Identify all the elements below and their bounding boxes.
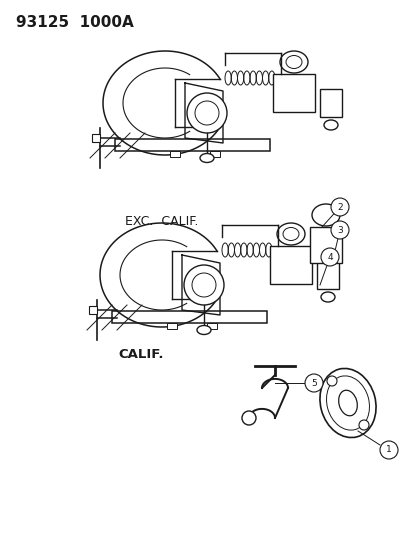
Circle shape [304,374,322,392]
Polygon shape [182,255,219,315]
Circle shape [242,411,255,425]
Circle shape [326,376,336,386]
Circle shape [195,101,218,125]
Ellipse shape [319,368,375,438]
FancyBboxPatch shape [112,311,266,323]
Ellipse shape [282,228,298,240]
Text: 5: 5 [311,378,316,387]
Circle shape [330,198,348,216]
Circle shape [192,273,216,297]
FancyBboxPatch shape [89,306,97,314]
Ellipse shape [323,120,337,130]
Circle shape [379,441,397,459]
Ellipse shape [199,154,214,163]
Ellipse shape [326,376,369,430]
FancyBboxPatch shape [272,74,314,112]
Polygon shape [185,83,223,143]
Text: 1: 1 [385,446,391,455]
Circle shape [358,420,368,430]
Circle shape [320,248,338,266]
FancyBboxPatch shape [309,227,341,263]
FancyBboxPatch shape [170,151,180,157]
Text: 2: 2 [336,203,342,212]
Ellipse shape [338,390,356,416]
Circle shape [187,93,226,133]
Ellipse shape [279,51,307,73]
Text: EXC.  CALIF.: EXC. CALIF. [125,215,198,228]
Text: 93125  1000A: 93125 1000A [16,15,133,30]
FancyBboxPatch shape [316,261,338,289]
Text: 3: 3 [336,225,342,235]
Text: 4: 4 [326,253,332,262]
Ellipse shape [320,292,334,302]
Ellipse shape [311,204,339,226]
FancyBboxPatch shape [209,151,219,157]
FancyBboxPatch shape [166,323,177,329]
FancyBboxPatch shape [206,323,216,329]
FancyBboxPatch shape [269,246,311,284]
Ellipse shape [276,223,304,245]
Circle shape [183,265,223,305]
Ellipse shape [197,326,211,335]
FancyBboxPatch shape [115,139,269,151]
Ellipse shape [285,55,301,69]
FancyBboxPatch shape [319,89,341,117]
Text: CALIF.: CALIF. [118,348,163,361]
FancyBboxPatch shape [92,134,100,142]
Circle shape [330,221,348,239]
